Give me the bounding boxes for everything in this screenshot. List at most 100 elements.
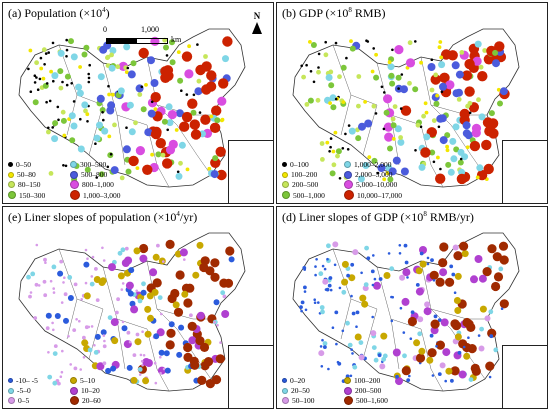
city-dot <box>217 96 227 106</box>
city-dot <box>196 78 202 84</box>
city-dot <box>363 100 367 104</box>
city-dot <box>402 353 407 359</box>
city-dot <box>126 364 133 371</box>
city-dot <box>162 158 173 169</box>
city-dot <box>150 128 162 140</box>
city-dot <box>185 167 190 172</box>
city-dot <box>432 160 436 164</box>
city-dot <box>389 80 396 87</box>
city-dot <box>109 52 114 58</box>
city-dot <box>467 100 473 106</box>
province-boundary <box>116 114 126 166</box>
city-dot <box>152 253 160 261</box>
city-dot <box>437 318 442 322</box>
city-dot <box>405 58 416 68</box>
city-dot <box>47 126 50 130</box>
city-dot <box>175 109 184 118</box>
city-dot <box>137 367 143 372</box>
city-dot <box>162 37 168 43</box>
city-dot <box>153 361 157 365</box>
city-dot <box>438 258 448 268</box>
city-dot <box>140 359 144 363</box>
city-dot <box>96 94 105 103</box>
city-dot <box>332 241 339 248</box>
city-dot <box>400 167 409 176</box>
city-dot <box>302 266 307 270</box>
city-dot <box>330 104 337 111</box>
city-dot <box>407 316 417 327</box>
city-dot <box>51 135 59 143</box>
city-dot <box>128 340 132 344</box>
city-dot <box>444 379 447 383</box>
city-dot <box>153 107 158 111</box>
city-dot <box>141 281 146 287</box>
city-dot <box>115 64 121 70</box>
city-dot <box>160 152 166 158</box>
city-dot <box>362 162 370 169</box>
city-dot <box>37 284 41 287</box>
city-dot <box>48 99 52 103</box>
city-dot <box>225 246 235 256</box>
legend-item: 100–200 <box>282 170 344 179</box>
city-dot <box>329 145 332 149</box>
city-dot <box>479 326 484 332</box>
city-dot <box>491 281 501 292</box>
city-dot <box>63 276 66 279</box>
city-dot <box>156 328 165 337</box>
city-dot <box>42 279 47 284</box>
city-dot <box>165 239 175 249</box>
city-dot <box>355 310 360 315</box>
legend-item: 20–60 <box>70 396 132 405</box>
city-dot <box>134 338 142 346</box>
city-dot <box>478 274 487 283</box>
city-dot <box>437 45 442 50</box>
city-dot <box>319 345 323 348</box>
legend-label: 800–1,000 <box>82 180 114 189</box>
city-dot <box>441 49 452 60</box>
city-dot <box>130 305 139 314</box>
legend-swatch <box>70 396 79 405</box>
city-dot <box>433 72 439 78</box>
city-dot <box>168 321 175 328</box>
city-dot <box>439 82 447 91</box>
city-dot <box>450 366 460 376</box>
city-dot <box>60 370 64 374</box>
city-dot <box>304 308 308 312</box>
legend-item: 500–800 <box>70 170 132 179</box>
legend-swatch <box>8 397 15 404</box>
gdp-slope-map <box>292 232 540 398</box>
city-dot <box>493 272 504 282</box>
legend-label: 5,000–10,000 <box>356 180 398 189</box>
city-dot <box>322 341 328 346</box>
city-dot <box>367 155 372 160</box>
city-dot <box>373 74 380 81</box>
city-dot <box>196 43 199 46</box>
city-dot <box>417 331 423 337</box>
legend-item: -5–0 <box>8 386 70 395</box>
city-dot <box>439 242 449 252</box>
city-dot <box>477 334 481 337</box>
city-dot <box>62 281 65 284</box>
city-dot <box>406 378 411 382</box>
city-dot <box>321 338 324 342</box>
city-dot <box>43 293 48 298</box>
city-dot <box>499 299 509 309</box>
city-dot <box>139 243 149 254</box>
city-dot <box>444 132 451 139</box>
city-dot <box>107 92 111 97</box>
city-dot <box>371 283 375 287</box>
province-boundary <box>340 94 352 136</box>
city-dot <box>178 160 183 166</box>
legend-label: 500–800 <box>81 170 108 179</box>
city-dot <box>452 123 460 131</box>
legend-item: 800–1,000 <box>70 180 132 189</box>
city-dot <box>68 38 74 45</box>
city-dot <box>439 362 446 369</box>
city-dot <box>178 141 186 149</box>
city-dot <box>157 295 163 300</box>
province-boundary <box>156 308 213 320</box>
city-dot <box>344 132 347 136</box>
city-dot <box>65 38 68 42</box>
province-boundary <box>362 308 378 360</box>
city-dot <box>67 275 73 280</box>
